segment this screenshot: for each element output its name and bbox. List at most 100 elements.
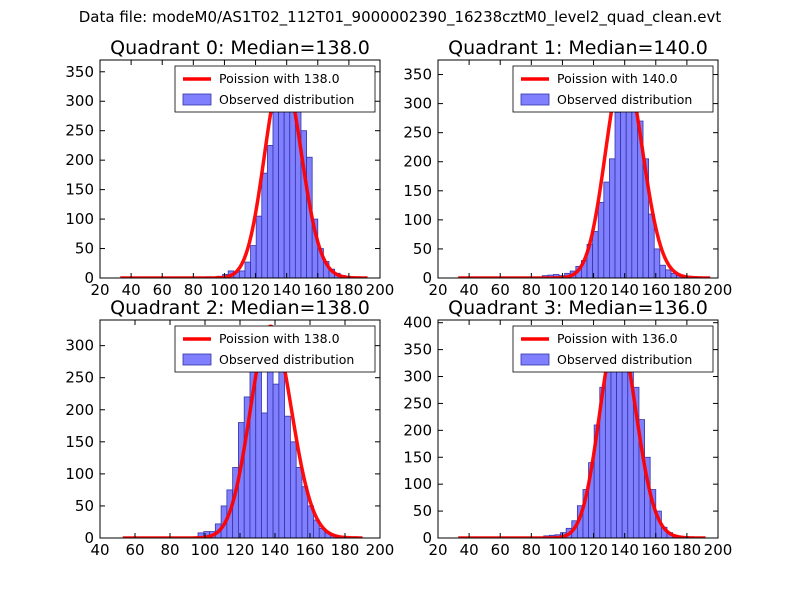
y-tick-label: 250 bbox=[65, 122, 94, 140]
x-tick-label: 80 bbox=[522, 281, 541, 299]
x-tick-label: 180 bbox=[335, 281, 364, 299]
x-tick-label: 80 bbox=[160, 541, 179, 559]
histogram-bar bbox=[289, 441, 297, 538]
x-tick-label: 180 bbox=[673, 281, 702, 299]
x-tick-label: 200 bbox=[704, 281, 733, 299]
legend-bar-swatch bbox=[520, 353, 550, 366]
x-tick-label: 140 bbox=[272, 281, 301, 299]
quadrant-0-axes-frame bbox=[99, 59, 381, 279]
legend-bar-swatch bbox=[182, 353, 212, 366]
histogram-bar bbox=[597, 202, 605, 278]
histogram-bar bbox=[295, 467, 303, 538]
y-tick-label: 100 bbox=[65, 210, 94, 228]
poisson-curve bbox=[122, 324, 363, 538]
quadrant-2-chart: 40 60 80 100 120 140 160 180 200 0 50 100 150 200 250 3… bbox=[65, 297, 394, 559]
quadrant-3-legend: Poission with 136.0 Observed distribution bbox=[512, 325, 714, 373]
x-tick-label: 40 bbox=[460, 541, 479, 559]
y-tick-label: 200 bbox=[65, 151, 94, 169]
x-tick-label: 60 bbox=[153, 281, 172, 299]
x-tick-label: 60 bbox=[491, 281, 510, 299]
legend-line-label: Poission with 140.0 bbox=[557, 71, 678, 86]
histogram-bar bbox=[653, 248, 661, 278]
x-tick-label: 40 bbox=[90, 541, 109, 559]
x-tick-label: 180 bbox=[673, 541, 702, 559]
legend-line-label: Poission with 138.0 bbox=[219, 331, 340, 346]
x-tick-label: 100 bbox=[191, 541, 220, 559]
y-tick-label: 150 bbox=[65, 181, 94, 199]
y-tick-label: 300 bbox=[403, 95, 432, 113]
x-tick-label: 80 bbox=[522, 541, 541, 559]
x-tick-label: 20 bbox=[90, 281, 109, 299]
y-tick-label: 50 bbox=[75, 497, 94, 515]
x-tick-label: 160 bbox=[303, 281, 332, 299]
quadrant-0-title: Quadrant 0: Median=138.0 bbox=[110, 37, 370, 59]
y-tick-label: 100 bbox=[65, 465, 94, 483]
histogram-bar bbox=[284, 415, 291, 538]
y-tick-label: 200 bbox=[65, 401, 94, 419]
x-tick-label: 140 bbox=[261, 541, 290, 559]
quadrant-3-plot-area bbox=[458, 329, 706, 538]
x-tick-label: 100 bbox=[548, 541, 577, 559]
quadrant-1-title: Quadrant 1: Median=140.0 bbox=[448, 37, 708, 59]
x-tick-label: 120 bbox=[579, 281, 608, 299]
histogram-bar bbox=[603, 181, 610, 278]
y-tick-label: 100 bbox=[403, 475, 432, 493]
x-tick-label: 120 bbox=[579, 541, 608, 559]
histogram-bar bbox=[665, 269, 672, 278]
histogram-bar bbox=[614, 111, 622, 278]
y-tick-label: 250 bbox=[65, 369, 94, 387]
histogram-bar bbox=[278, 358, 286, 538]
quadrant-1-plot-area bbox=[458, 65, 711, 278]
x-tick-label: 100 bbox=[548, 281, 577, 299]
x-tick-label: 140 bbox=[610, 281, 639, 299]
y-tick-label: 200 bbox=[403, 153, 432, 171]
histogram-bar bbox=[272, 383, 280, 538]
legend-line-label: Poission with 136.0 bbox=[557, 331, 678, 346]
histogram-bar bbox=[266, 145, 274, 278]
y-tick-label: 0 bbox=[84, 529, 94, 547]
legend-line-label: Poission with 138.0 bbox=[219, 71, 340, 86]
y-tick-label: 0 bbox=[84, 269, 94, 287]
legend-bar-label: Observed distribution bbox=[557, 92, 692, 107]
poisson-curve bbox=[458, 329, 706, 538]
x-tick-label: 100 bbox=[210, 281, 239, 299]
legend-bar-label: Observed distribution bbox=[219, 92, 354, 107]
y-tick-label: 250 bbox=[403, 124, 432, 142]
y-tick-label: 300 bbox=[65, 92, 94, 110]
histogram-bar bbox=[244, 261, 251, 278]
histogram-bar bbox=[659, 264, 666, 278]
x-tick-label: 120 bbox=[226, 541, 255, 559]
x-tick-label: 200 bbox=[366, 541, 395, 559]
x-tick-label: 200 bbox=[366, 281, 395, 299]
y-tick-label: 150 bbox=[403, 448, 432, 466]
legend-bar-swatch bbox=[182, 93, 212, 106]
y-tick-label: 200 bbox=[403, 421, 432, 439]
quadrant-1-axes-frame bbox=[437, 59, 719, 279]
x-tick-label: 160 bbox=[641, 541, 670, 559]
x-tick-label: 140 bbox=[610, 541, 639, 559]
x-tick-label: 40 bbox=[460, 281, 479, 299]
y-tick-label: 0 bbox=[422, 269, 432, 287]
x-tick-label: 40 bbox=[122, 281, 141, 299]
y-tick-label: 350 bbox=[65, 63, 94, 81]
x-tick-label: 20 bbox=[428, 281, 447, 299]
histogram-bar bbox=[592, 231, 599, 278]
x-tick-label: 60 bbox=[125, 541, 144, 559]
y-tick-label: 300 bbox=[403, 368, 432, 386]
figure-suptitle: Data file: modeM0/AS1T02_112T01_90000023… bbox=[78, 8, 722, 26]
x-tick-label: 180 bbox=[331, 541, 360, 559]
histogram-bar bbox=[255, 215, 263, 278]
y-tick-label: 50 bbox=[413, 240, 432, 258]
quadrant-3-chart: 20 40 60 80 100 120 140 160 180 20005010015020025… bbox=[403, 297, 732, 559]
x-tick-label: 20 bbox=[428, 541, 447, 559]
y-tick-label: 150 bbox=[403, 182, 432, 200]
histogram-bar bbox=[604, 370, 612, 538]
y-tick-label: 350 bbox=[403, 66, 432, 84]
quadrant-1-legend: Poission with 140.0 Observed distribution bbox=[512, 65, 714, 113]
quadrant-2-legend: Poission with 138.0 Observed distribution bbox=[174, 325, 376, 373]
legend-bar-label: Observed distribution bbox=[219, 352, 354, 367]
quadrant-3-axes-frame bbox=[437, 319, 719, 539]
histogram-bar bbox=[610, 357, 617, 538]
x-tick-label: 200 bbox=[704, 541, 733, 559]
x-tick-label: 160 bbox=[641, 281, 670, 299]
